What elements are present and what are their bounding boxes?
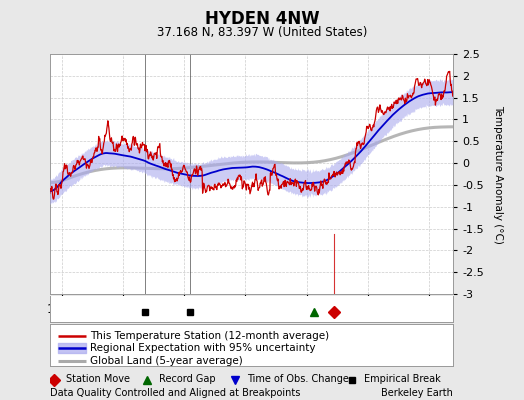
Text: Berkeley Earth: Berkeley Earth: [381, 388, 453, 398]
Text: Record Gap: Record Gap: [159, 374, 215, 384]
Y-axis label: Temperature Anomaly (°C): Temperature Anomaly (°C): [494, 104, 504, 244]
Text: HYDEN 4NW: HYDEN 4NW: [205, 10, 319, 28]
Text: Data Quality Controlled and Aligned at Breakpoints: Data Quality Controlled and Aligned at B…: [50, 388, 300, 398]
Text: Empirical Break: Empirical Break: [365, 374, 441, 384]
Text: Station Move: Station Move: [66, 374, 130, 384]
Text: Time of Obs. Change: Time of Obs. Change: [247, 374, 350, 384]
Text: 37.168 N, 83.397 W (United States): 37.168 N, 83.397 W (United States): [157, 26, 367, 39]
Text: Global Land (5-year average): Global Land (5-year average): [90, 356, 243, 366]
Text: Regional Expectation with 95% uncertainty: Regional Expectation with 95% uncertaint…: [90, 343, 315, 353]
Text: This Temperature Station (12-month average): This Temperature Station (12-month avera…: [90, 331, 329, 341]
